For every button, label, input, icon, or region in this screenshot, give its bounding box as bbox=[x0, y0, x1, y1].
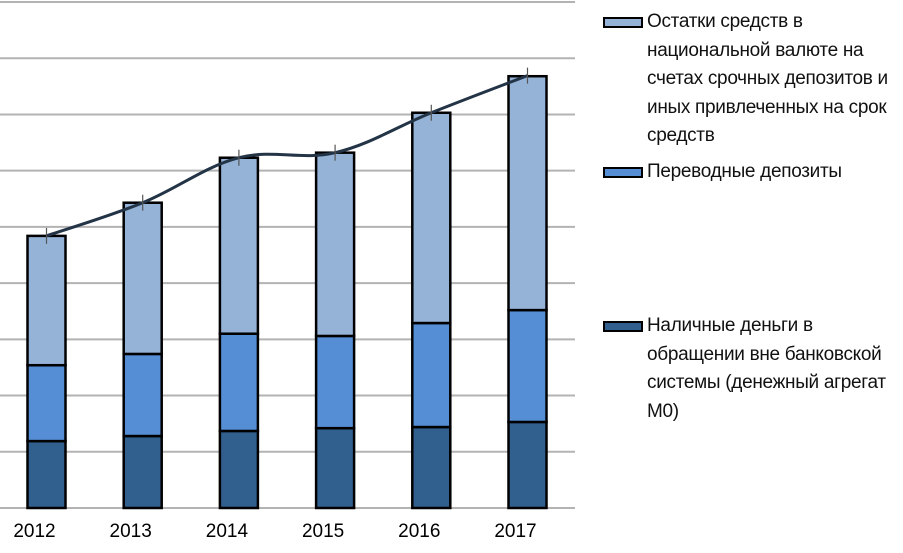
x-tick-label: 2017 bbox=[494, 521, 536, 542]
bar-segment bbox=[26, 234, 67, 367]
bar-segment bbox=[314, 334, 356, 430]
gridlines bbox=[0, 1, 575, 509]
bar-segment bbox=[411, 425, 452, 510]
bar-segment bbox=[411, 111, 452, 325]
legend-swatch-transfer-deposits bbox=[603, 167, 643, 178]
total-trend-line bbox=[46, 74, 529, 238]
bar-segment bbox=[26, 439, 67, 510]
legend-item-term-deposits: Остатки средств в национальной валюте на… bbox=[603, 8, 903, 151]
x-axis-labels: 2012 2013 2014 2015 2016 2017 bbox=[13, 521, 536, 542]
bar-segment bbox=[122, 434, 163, 510]
bar-segment bbox=[218, 156, 260, 335]
bar-segment bbox=[507, 308, 548, 424]
x-tick-label: 2014 bbox=[206, 521, 249, 542]
legend-label-term-deposits: Остатки средств в национальной валюте на… bbox=[647, 11, 888, 146]
legend-item-cash-m0: Наличные деньги в обращении вне банковск… bbox=[603, 312, 903, 426]
bar-segment bbox=[122, 352, 163, 438]
legend-label-cash-m0: Наличные деньги в обращении вне банковск… bbox=[647, 315, 886, 422]
bar-segment bbox=[411, 321, 452, 429]
x-tick-label: 2012 bbox=[13, 521, 55, 542]
bar-segment bbox=[26, 363, 67, 443]
x-tick-label: 2015 bbox=[302, 521, 344, 542]
legend-label-transfer-deposits: Переводные депозиты bbox=[647, 161, 842, 182]
total-line bbox=[45, 67, 529, 244]
bar-segment bbox=[314, 151, 356, 338]
bar-segment bbox=[218, 429, 260, 510]
bar-segment bbox=[314, 426, 356, 510]
bar-segment bbox=[218, 332, 260, 433]
bar-segment bbox=[122, 201, 163, 356]
x-tick-label: 2013 bbox=[110, 521, 152, 542]
legend-item-transfer-deposits: Переводные депозиты bbox=[603, 158, 903, 187]
bar-segment bbox=[507, 74, 548, 312]
bar-series bbox=[26, 74, 548, 510]
legend-swatch-term-deposits bbox=[603, 17, 643, 28]
bar-segment bbox=[507, 420, 548, 510]
legend-swatch-cash-m0 bbox=[603, 321, 643, 332]
x-tick-label: 2016 bbox=[398, 521, 440, 542]
